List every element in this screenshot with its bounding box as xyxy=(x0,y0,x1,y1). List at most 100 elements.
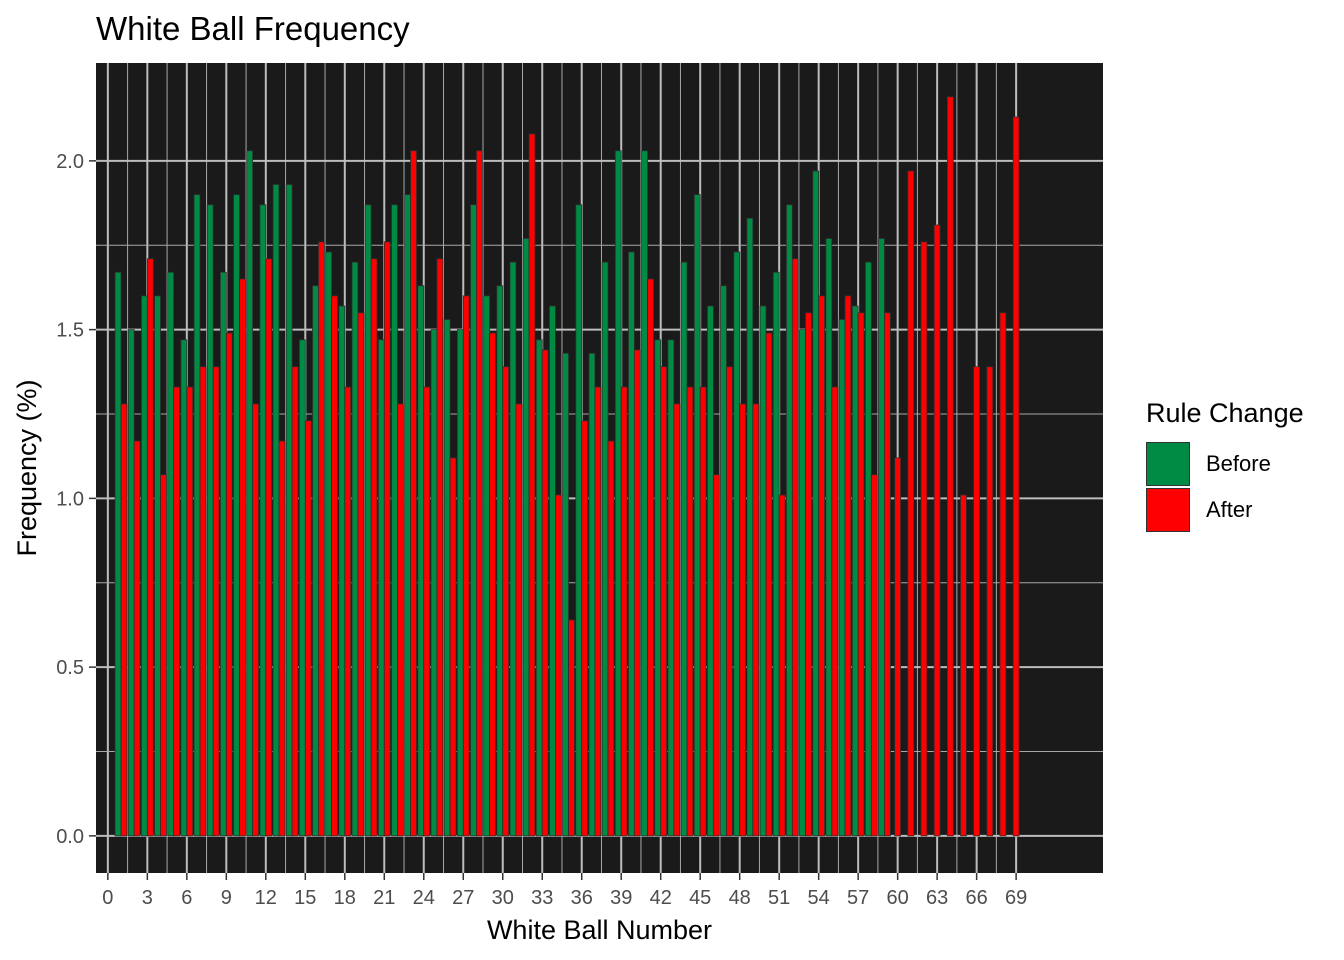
bar-after-47 xyxy=(726,366,733,837)
x-tick-label: 33 xyxy=(531,887,553,909)
bar-before-50 xyxy=(759,305,767,837)
bar-after-57 xyxy=(857,312,865,837)
bar-after-61 xyxy=(907,170,915,837)
x-tick-label: 39 xyxy=(610,887,632,909)
bar-before-30 xyxy=(496,285,504,837)
bar-after-44 xyxy=(686,386,694,837)
x-tick-label: 63 xyxy=(926,887,948,909)
bar-after-1 xyxy=(120,403,128,837)
bar-after-40 xyxy=(633,349,641,837)
bar-after-21 xyxy=(383,241,391,837)
bar-before-49 xyxy=(746,217,754,837)
bar-before-37 xyxy=(588,352,596,837)
bar-after-5 xyxy=(173,386,180,837)
bar-after-45 xyxy=(699,386,707,837)
bar-before-48 xyxy=(733,251,741,837)
bar-before-5 xyxy=(167,271,175,837)
bar-after-3 xyxy=(146,258,154,837)
bar-before-18 xyxy=(338,305,346,837)
legend-key-before xyxy=(1146,442,1190,486)
bar-before-14 xyxy=(285,184,293,837)
bar-after-20 xyxy=(370,258,378,837)
bar-after-62 xyxy=(920,241,928,837)
bar-after-38 xyxy=(607,440,615,837)
bar-before-35 xyxy=(562,352,569,837)
legend-label-before: Before xyxy=(1206,451,1271,476)
y-tick-label: 0.0 xyxy=(56,826,84,848)
bar-after-63 xyxy=(933,224,941,837)
x-tick-label: 57 xyxy=(847,887,869,909)
x-tick-label: 0 xyxy=(102,887,113,909)
bar-after-25 xyxy=(436,258,444,837)
x-tick-label: 24 xyxy=(413,887,435,909)
legend-title: Rule Change xyxy=(1146,398,1304,428)
y-tick-label: 2.0 xyxy=(56,151,84,173)
bar-after-58 xyxy=(870,474,878,837)
bar-before-38 xyxy=(601,261,609,837)
bar-after-39 xyxy=(620,386,628,837)
bar-after-67 xyxy=(986,366,994,837)
x-tick-label: 18 xyxy=(334,887,356,909)
bar-after-52 xyxy=(791,258,799,837)
bar-before-28 xyxy=(470,204,477,837)
bar-before-51 xyxy=(772,271,780,837)
bar-after-18 xyxy=(344,386,352,837)
x-tick-label: 30 xyxy=(492,887,514,909)
bar-before-23 xyxy=(404,194,411,837)
bar-after-2 xyxy=(133,440,141,837)
x-axis: 0 3 6 9 12 15 18 21 24 27 30 33 36 39 42 45 48 51 54 57 60 63… xyxy=(102,873,1027,909)
bar-after-4 xyxy=(160,474,167,837)
bar-after-28 xyxy=(476,150,483,837)
bar-after-50 xyxy=(765,332,773,837)
bar-after-51 xyxy=(778,494,786,837)
y-axis-title: Frequency (%) xyxy=(12,379,42,556)
bar-before-17 xyxy=(325,251,333,837)
bar-after-54 xyxy=(818,295,825,837)
bar-before-33 xyxy=(535,339,543,837)
bar-after-34 xyxy=(555,494,562,837)
bar-after-36 xyxy=(581,420,589,837)
bar-after-65 xyxy=(960,494,967,837)
bar-before-57 xyxy=(851,305,859,837)
bar-before-7 xyxy=(193,194,201,837)
bar-before-9 xyxy=(219,271,227,837)
bar-before-34 xyxy=(549,305,556,837)
x-tick-label: 45 xyxy=(689,887,711,909)
bar-before-6 xyxy=(180,339,188,837)
bar-after-29 xyxy=(489,332,496,837)
bar-before-1 xyxy=(114,271,122,837)
bar-after-35 xyxy=(568,619,575,837)
bar-before-44 xyxy=(680,261,688,837)
x-tick-label: 15 xyxy=(294,887,316,909)
bar-before-12 xyxy=(259,204,267,837)
bar-after-19 xyxy=(357,312,365,837)
bar-before-32 xyxy=(522,238,530,837)
bar-after-49 xyxy=(752,403,760,837)
bar-before-27 xyxy=(456,329,464,837)
bar-after-37 xyxy=(594,386,602,837)
bar-after-6 xyxy=(186,386,194,837)
bar-after-14 xyxy=(291,366,299,837)
bar-after-48 xyxy=(739,403,747,837)
chart-title: White Ball Frequency xyxy=(96,10,410,47)
bar-before-41 xyxy=(641,150,648,837)
bar-before-25 xyxy=(430,329,438,837)
legend-label-after: After xyxy=(1206,497,1253,522)
bar-after-64 xyxy=(946,96,954,837)
bar-before-15 xyxy=(298,339,306,837)
bar-after-68 xyxy=(999,312,1007,837)
x-tick-label: 51 xyxy=(768,887,790,909)
bar-before-39 xyxy=(614,150,622,837)
x-tick-label: 36 xyxy=(571,887,593,909)
bar-after-24 xyxy=(423,386,431,837)
x-tick-label: 27 xyxy=(452,887,474,909)
bar-before-31 xyxy=(509,261,517,837)
y-tick-label: 1.5 xyxy=(56,320,84,342)
bar-after-60 xyxy=(894,457,902,837)
bar-after-55 xyxy=(831,386,839,837)
x-tick-label: 9 xyxy=(221,887,232,909)
bar-after-7 xyxy=(199,366,207,837)
bar-after-31 xyxy=(515,403,523,837)
x-tick-label: 12 xyxy=(255,887,277,909)
